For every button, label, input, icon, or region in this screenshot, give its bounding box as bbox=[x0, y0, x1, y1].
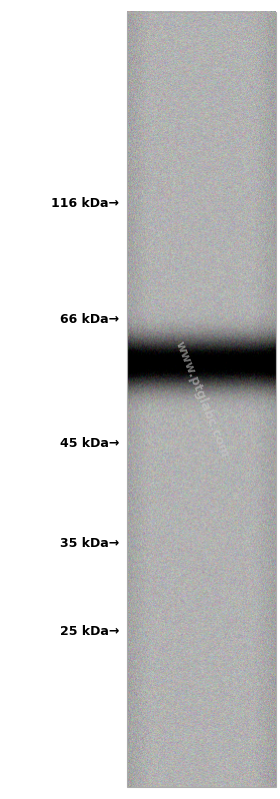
Text: 25 kDa→: 25 kDa→ bbox=[60, 625, 119, 638]
Text: 45 kDa→: 45 kDa→ bbox=[60, 437, 119, 450]
Bar bbox=[127, 12, 276, 787]
Text: 116 kDa→: 116 kDa→ bbox=[51, 197, 119, 210]
Text: 35 kDa→: 35 kDa→ bbox=[60, 537, 119, 550]
Text: www.ptglabc.com: www.ptglabc.com bbox=[172, 340, 231, 459]
Text: 66 kDa→: 66 kDa→ bbox=[60, 313, 119, 326]
